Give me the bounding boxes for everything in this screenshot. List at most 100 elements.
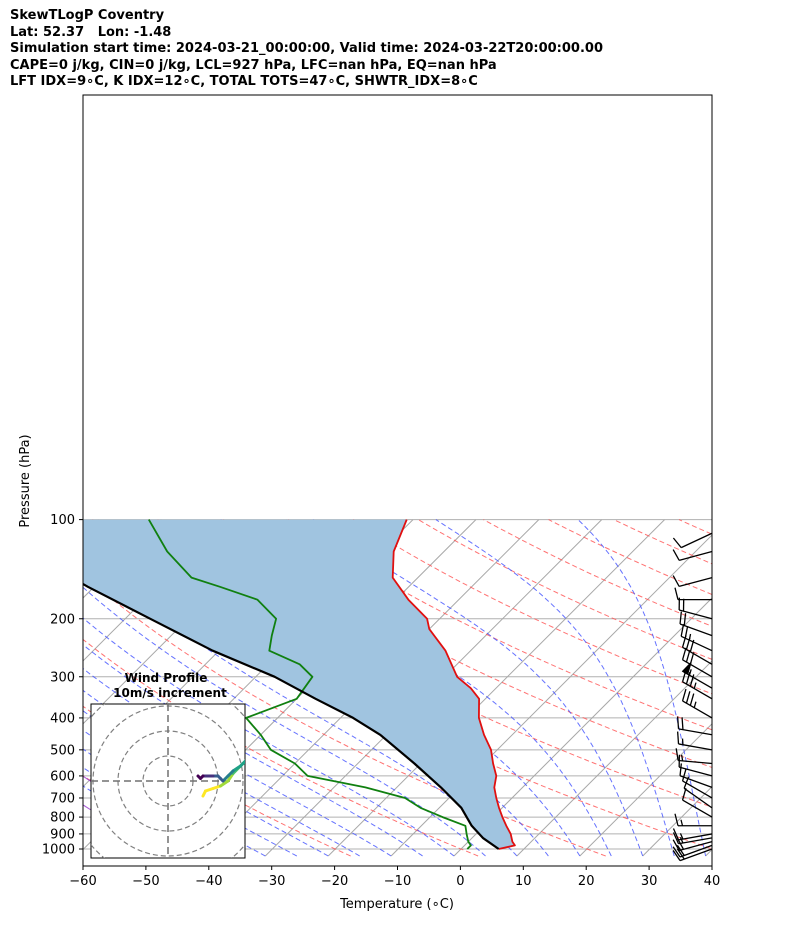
wind-barb-feather: [683, 613, 687, 626]
wind-barb-shaft: [680, 532, 713, 549]
isotherm: [516, 660, 712, 857]
wind-barb-shaft: [683, 787, 713, 809]
y-tick-label: 500: [50, 743, 75, 758]
wind-barb: [672, 532, 713, 549]
isotherm: [327, 519, 665, 857]
hodograph-segment: [226, 772, 235, 783]
title-line-4: CAPE=0 j/kg, CIN=0 j/kg, LCL=927 hPa, LF…: [10, 57, 497, 73]
isotherm: [579, 723, 712, 857]
wind-barb-feather: [674, 587, 679, 600]
wind-barb-shaft: [679, 844, 713, 858]
wind-barb-feather: [681, 717, 684, 730]
wind-barb-shaft: [678, 743, 713, 751]
x-tick-label: −50: [132, 874, 159, 889]
wind-barb-shaft: [678, 841, 713, 852]
wind-barb-shaft: [679, 623, 713, 637]
isotherm: [0, 520, 36, 856]
wind-barb-half-feather: [693, 701, 697, 708]
x-tick-label: 30: [641, 874, 658, 889]
moist-adiabat: [220, 519, 612, 857]
wind-barb: [672, 828, 713, 841]
wind-barb-shaft: [682, 799, 713, 818]
x-tick-label: −40: [195, 874, 222, 889]
x-axis-label: Temperature (∘C): [339, 897, 454, 912]
y-tick-label: 800: [50, 811, 75, 826]
wind-barb-shaft: [678, 759, 713, 765]
x-tick-label: −20: [321, 874, 348, 889]
wind-barb-feather: [672, 832, 680, 845]
x-tick-label: 10: [515, 874, 532, 889]
wind-barb: [681, 688, 713, 719]
wind-barb-feather: [679, 763, 682, 776]
wind-barb-half-feather: [679, 833, 684, 840]
x-tick-label: 0: [456, 874, 464, 889]
wind-barb: [678, 597, 713, 620]
moist-adiabat: [83, 617, 455, 857]
wind-barb-feather: [681, 788, 687, 801]
y-axis-label: Pressure (hPa): [18, 434, 33, 527]
wind-barb-shaft: [678, 609, 713, 620]
isotherm: [390, 534, 712, 857]
wind-barb-feather: [679, 611, 682, 625]
y-tick-label: 1000: [42, 843, 75, 858]
wind-barb-feather: [672, 549, 680, 561]
wind-barb: [675, 748, 713, 765]
hodograph-subtitle: 10m/s increment: [113, 686, 227, 700]
hodograph-segment: [239, 759, 245, 768]
isotherm: [705, 848, 712, 857]
dry-adiabat: [352, 519, 712, 695]
x-tick-label: −60: [69, 874, 96, 889]
y-tick-label: 600: [50, 769, 75, 784]
x-tick-label: −10: [384, 874, 411, 889]
title-line-1: SkewTLogP Coventry: [10, 8, 165, 23]
wind-barb-feather: [676, 716, 680, 729]
wind-barb-shaft: [682, 780, 713, 799]
wind-barb: [672, 549, 713, 561]
wind-barb-feather: [681, 647, 687, 660]
wind-barb-feather: [675, 748, 679, 761]
wind-barb-shaft: [678, 833, 713, 841]
wind-barb-shaft: [682, 700, 713, 719]
wind-barb-feather: [681, 688, 687, 702]
dry-adiabat: [418, 519, 712, 660]
wind-barb: [681, 788, 713, 818]
wind-barb-feather: [672, 575, 680, 587]
wind-barb-feather: [672, 839, 680, 851]
moist-adiabat: [312, 519, 644, 857]
wind-barb-half-feather: [680, 819, 684, 826]
title-line-5: LFT IDX=9∘C, K IDX=12∘C, TOTAL TOTS=47∘C…: [10, 74, 478, 89]
hodograph-title: Wind Profile: [125, 671, 208, 685]
x-tick-label: 40: [704, 874, 721, 889]
wind-barb-feather: [685, 691, 691, 704]
title-line-3: Simulation start time: 2024-03-21_00:00:…: [10, 41, 603, 56]
wind-barb-feather: [674, 813, 679, 826]
wind-barb: [679, 763, 713, 788]
moist-adiabat: [83, 644, 423, 857]
y-tick-label: 900: [50, 827, 75, 842]
wind-barb-feather: [672, 828, 680, 841]
wind-barb-feather: [672, 846, 681, 858]
hodograph-segment: [219, 779, 230, 788]
wind-barb: [681, 768, 713, 799]
wind-barb-half-feather: [679, 837, 684, 844]
y-tick-label: 400: [50, 711, 75, 726]
wind-barb-shaft: [682, 659, 713, 678]
moist-adiabat: [83, 586, 486, 857]
wind-barb-feather: [689, 652, 695, 665]
wind-barb: [672, 832, 713, 845]
wind-barb-half-feather: [688, 669, 692, 676]
y-tick-label: 700: [50, 791, 75, 806]
isotherm: [642, 785, 712, 857]
dewpoint-profile: [148, 519, 472, 850]
wind-barb-shaft: [678, 728, 713, 736]
x-tick-label: 20: [578, 874, 595, 889]
wind-barb-half-feather: [688, 633, 692, 641]
wind-barb-shaft: [680, 635, 713, 652]
wind-barb: [676, 716, 713, 736]
wind-barb-shaft: [678, 550, 713, 561]
wind-barb-feather: [672, 537, 682, 549]
isotherm: [453, 597, 712, 857]
y-tick-label: 200: [50, 612, 75, 627]
wind-barb-feather: [689, 674, 695, 687]
